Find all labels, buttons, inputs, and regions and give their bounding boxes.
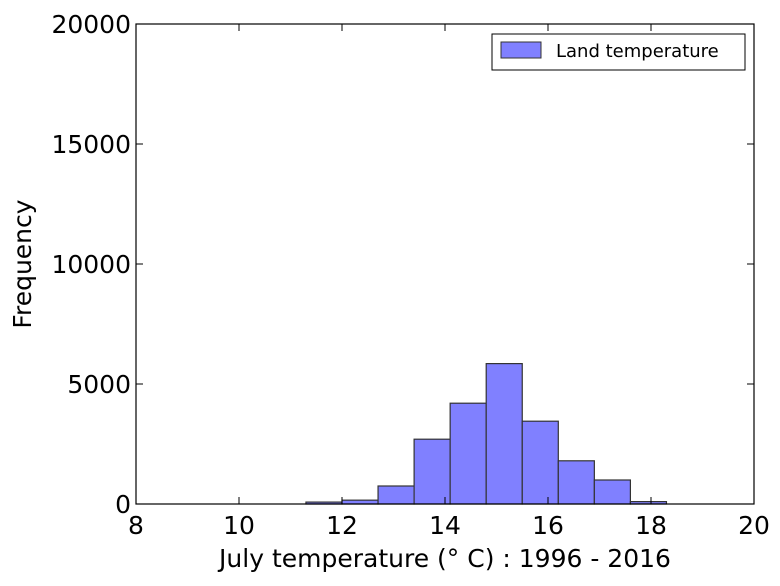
y-tick-label: 5000 <box>67 370 131 399</box>
x-tick-label: 14 <box>429 511 461 540</box>
histogram-bar <box>521 420 559 505</box>
x-tick-label: 12 <box>326 511 358 540</box>
x-tick-label: 20 <box>738 511 770 540</box>
x-tick-label: 16 <box>532 511 564 540</box>
histogram-bar <box>449 402 487 505</box>
legend: Land temperature <box>491 33 746 71</box>
y-tick-label: 10000 <box>51 250 131 279</box>
y-tick-label: 0 <box>115 490 131 519</box>
x-tick-labels: 8 10 12 14 16 18 20 <box>128 511 770 540</box>
y-tick-label: 20000 <box>51 10 131 39</box>
x-tick-label: 8 <box>128 511 144 540</box>
legend-swatch <box>500 41 542 59</box>
histogram-bar <box>557 460 595 505</box>
x-tick-label: 18 <box>635 511 667 540</box>
histogram-bar <box>593 479 631 505</box>
histogram-bars <box>305 363 668 505</box>
histogram-bar <box>485 363 523 505</box>
y-tick-label: 15000 <box>51 130 131 159</box>
histogram-bar <box>413 438 451 505</box>
y-axis-label: Frequency <box>8 199 37 328</box>
histogram-bar <box>377 485 415 505</box>
y-tick-labels: 0 5000 10000 15000 20000 <box>51 10 131 519</box>
x-axis-label: July temperature (° C) : 1996 - 2016 <box>217 544 671 573</box>
x-tick-label: 10 <box>223 511 255 540</box>
legend-label: Land temperature <box>556 41 719 62</box>
axis-ticks <box>135 23 755 505</box>
plot-frame <box>135 23 755 505</box>
